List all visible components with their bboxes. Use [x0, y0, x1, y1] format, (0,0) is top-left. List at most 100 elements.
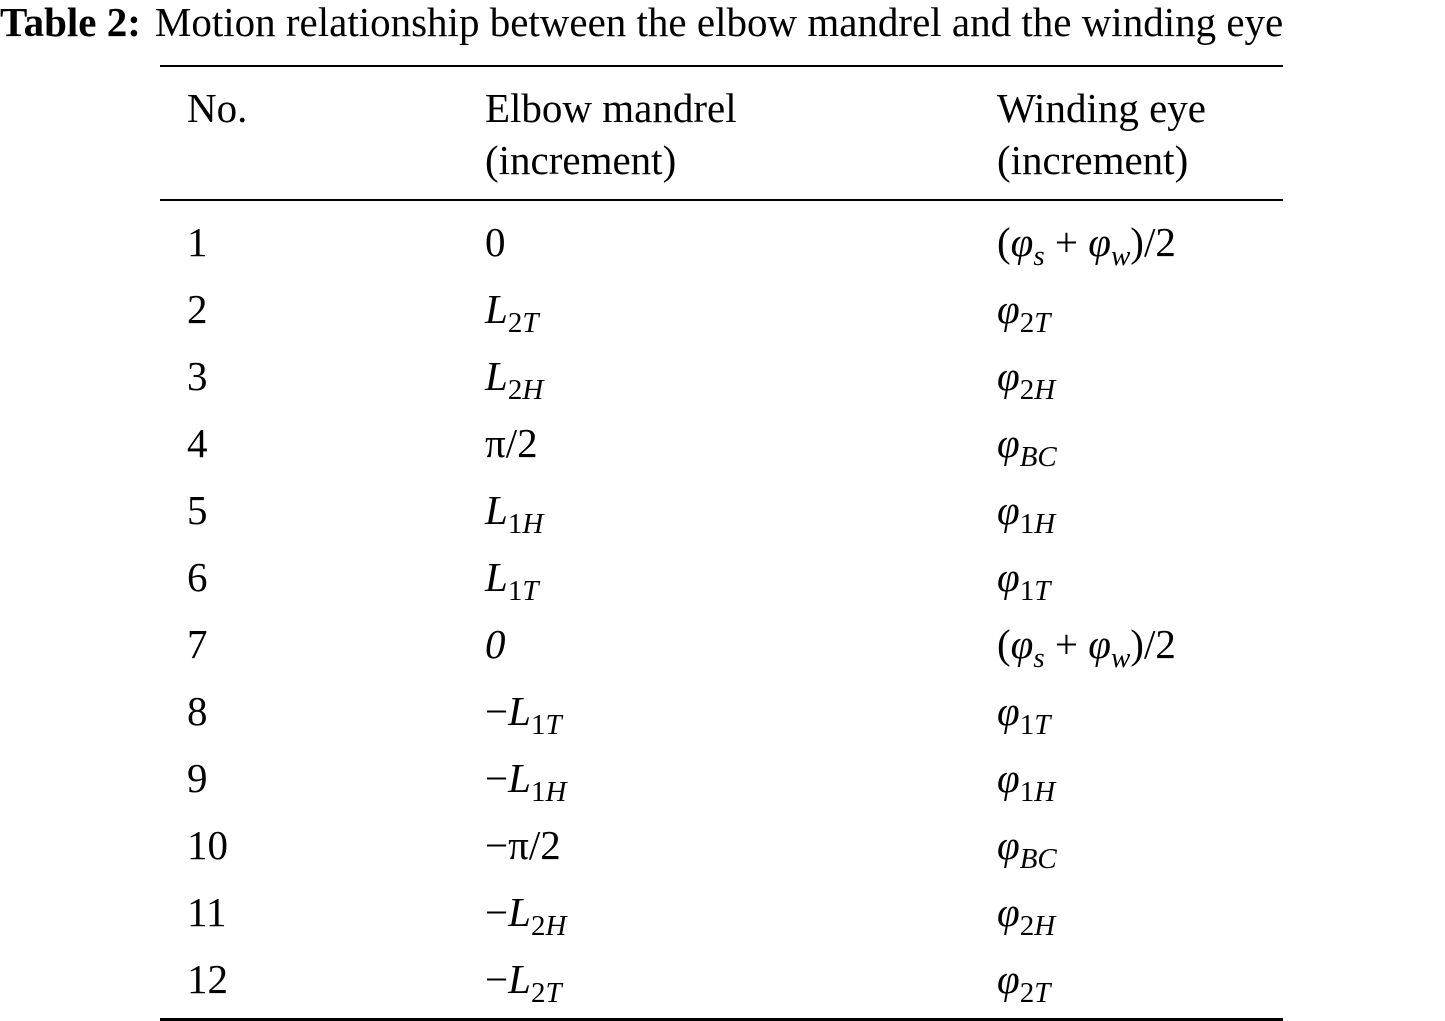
elbow-mandrel-cell: −L2H [485, 886, 566, 943]
math-segment: L [508, 688, 531, 734]
math-segment: 1 [1019, 575, 1035, 607]
bottom-rule [160, 1018, 1283, 1021]
math-segment: H [522, 374, 544, 406]
math-segment: 2 [1019, 910, 1035, 942]
math-segment: − [485, 688, 509, 734]
math-segment: BC [1019, 441, 1057, 473]
elbow-mandrel-cell: −L1T [485, 685, 562, 742]
row-number: 1 [187, 219, 208, 265]
winding-eye-cell: (φs + φw)/2 [997, 618, 1176, 675]
column-header: Elbow mandrel [485, 85, 737, 131]
math-segment: 1 [530, 709, 546, 741]
math-segment: s [1033, 642, 1045, 674]
math-segment: ( [997, 219, 1011, 265]
elbow-mandrel-cell: L1H [485, 484, 543, 541]
math-segment: T [1034, 307, 1051, 339]
math-segment: φ [997, 889, 1020, 935]
math-segment: L [485, 487, 508, 533]
math-segment: 2 [1019, 307, 1035, 339]
math-segment: 1 [1019, 776, 1035, 808]
winding-eye-cell: φBC [997, 417, 1057, 474]
column-header: Winding eye [997, 85, 1206, 131]
math-segment: φ [997, 822, 1020, 868]
math-segment: φ [997, 956, 1020, 1002]
elbow-mandrel-cell: π/2 [485, 417, 538, 469]
winding-eye-cell: (φs + φw)/2 [997, 216, 1176, 273]
math-segment: 1 [507, 575, 523, 607]
math-segment: L [508, 755, 531, 801]
math-segment: T [1034, 977, 1051, 1009]
row-number: 4 [187, 420, 208, 466]
row-number: 5 [187, 487, 208, 533]
math-segment: T [545, 709, 562, 741]
math-segment: L [485, 353, 508, 399]
math-segment: H [545, 776, 567, 808]
math-segment: w [1110, 642, 1131, 674]
math-segment: T [545, 977, 562, 1009]
row-number: 9 [187, 755, 208, 801]
math-segment: φ [997, 688, 1020, 734]
math-segment: φ [997, 487, 1020, 533]
math-segment: φ [997, 755, 1020, 801]
row-number: 12 [187, 956, 228, 1002]
math-segment: )/2 [1130, 621, 1176, 667]
math-segment: L [485, 554, 508, 600]
math-segment: 0 [485, 621, 506, 667]
caption-text: Motion relationship between the elbow ma… [154, 0, 1284, 45]
math-segment: −π/2 [485, 822, 561, 868]
elbow-mandrel-cell: 0 [485, 618, 506, 670]
math-segment: − [485, 956, 509, 1002]
winding-eye-cell: φ2H [997, 886, 1055, 943]
column-header: (increment) [485, 137, 677, 183]
math-segment: BC [1019, 843, 1057, 875]
math-segment: w [1110, 240, 1131, 272]
row-number: 10 [187, 822, 228, 868]
math-segment: 1 [530, 776, 546, 808]
winding-eye-cell: φ2H [997, 350, 1055, 407]
math-segment: + [1044, 621, 1089, 667]
math-segment: s [1033, 240, 1045, 272]
row-number: 11 [187, 889, 227, 935]
math-segment: ( [997, 621, 1011, 667]
top-rule [160, 65, 1283, 67]
math-segment: φ [1088, 621, 1111, 667]
elbow-mandrel-cell: −π/2 [485, 819, 561, 871]
math-segment: φ [997, 286, 1020, 332]
elbow-mandrel-cell: L2H [485, 350, 543, 407]
row-number: 6 [187, 554, 208, 600]
math-segment: φ [997, 353, 1020, 399]
math-segment: T [522, 307, 539, 339]
math-segment: 2 [507, 374, 523, 406]
math-segment: 0 [485, 219, 506, 265]
math-segment: φ [997, 554, 1020, 600]
math-segment: 2 [1019, 977, 1035, 1009]
math-segment: H [1034, 508, 1056, 540]
math-segment: H [1034, 910, 1056, 942]
math-segment: φ [1088, 219, 1111, 265]
elbow-mandrel-cell: 0 [485, 216, 506, 268]
winding-eye-cell: φ2T [997, 283, 1050, 340]
elbow-mandrel-cell: −L1H [485, 752, 566, 809]
math-segment: )/2 [1130, 219, 1176, 265]
math-segment: H [1034, 374, 1056, 406]
table-caption: Table 2: Motion relationship between the … [0, 0, 1283, 46]
winding-eye-cell: φ2T [997, 953, 1050, 1010]
column-header: No. [187, 85, 248, 131]
math-segment: H [545, 910, 567, 942]
row-number: 8 [187, 688, 208, 734]
row-number: 2 [187, 286, 208, 332]
winding-eye-cell: φ1H [997, 752, 1055, 809]
math-segment: − [485, 755, 509, 801]
math-segment: φ [1010, 219, 1034, 265]
elbow-mandrel-cell: L1T [485, 551, 538, 608]
math-segment: 1 [1019, 508, 1035, 540]
math-segment: 2 [507, 307, 523, 339]
math-segment: T [1034, 709, 1051, 741]
elbow-mandrel-cell: L2T [485, 283, 538, 340]
math-segment: φ [997, 420, 1020, 466]
math-segment: H [522, 508, 544, 540]
winding-eye-cell: φ1T [997, 685, 1050, 742]
winding-eye-cell: φ1H [997, 484, 1055, 541]
row-number: 3 [187, 353, 208, 399]
math-segment: L [508, 956, 531, 1002]
